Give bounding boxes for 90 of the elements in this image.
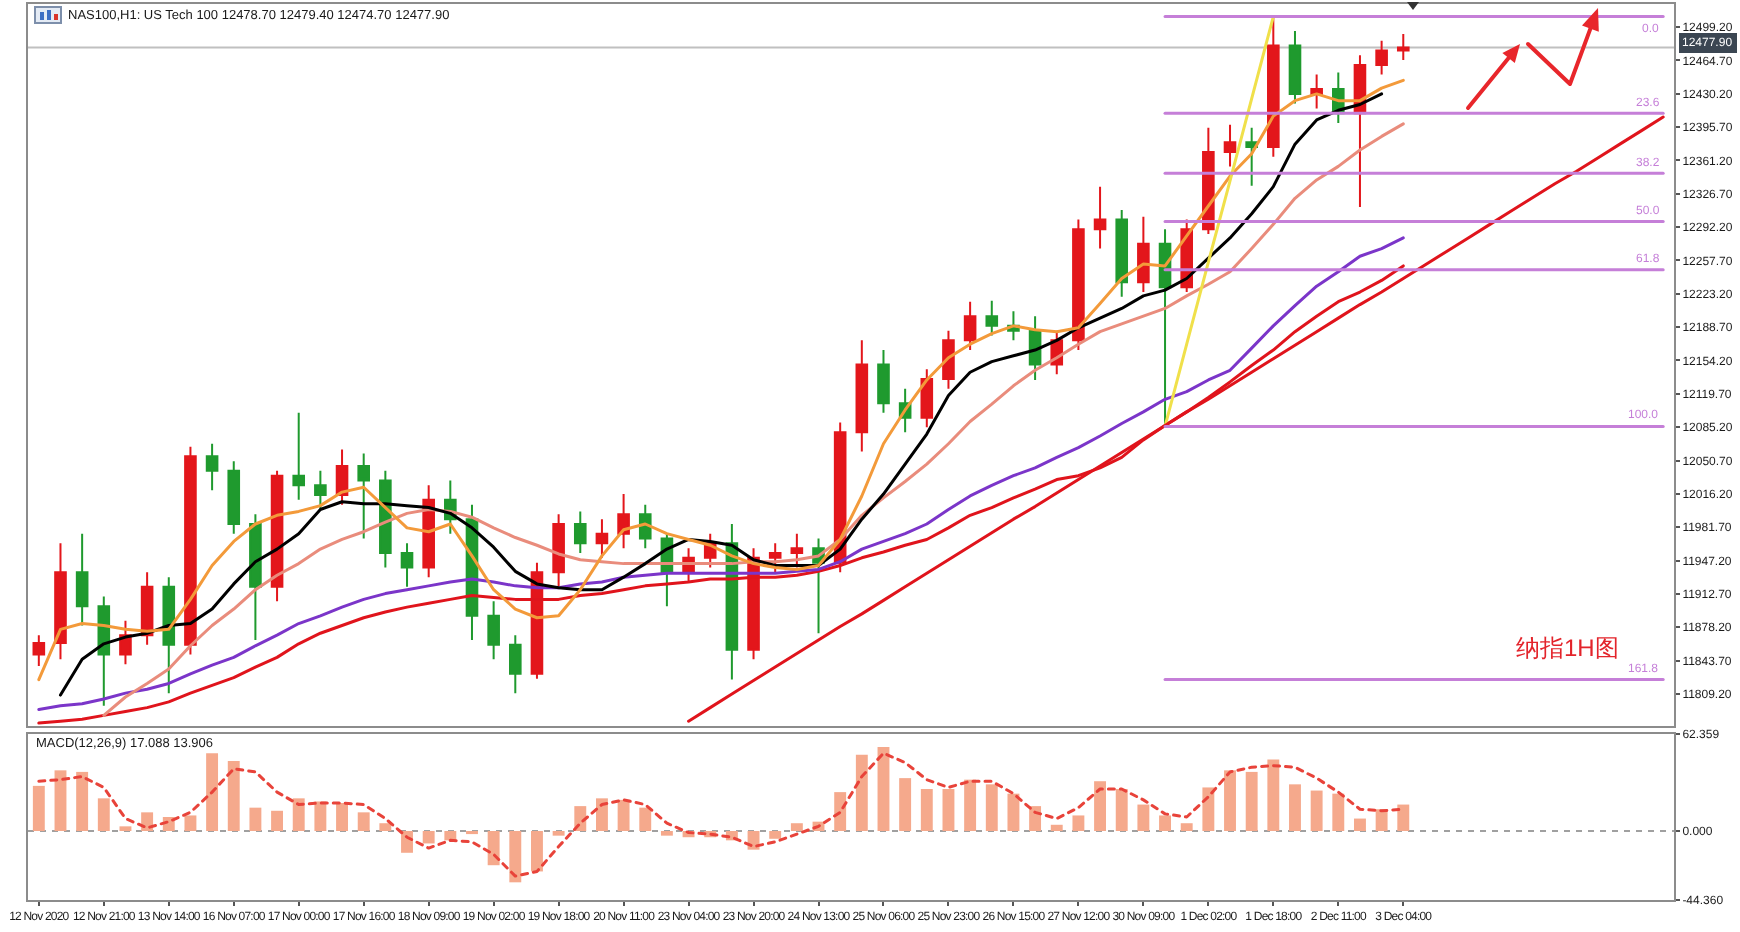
bar [206, 753, 219, 831]
candlestick [552, 513, 565, 588]
bar [1007, 793, 1020, 831]
bar [834, 792, 847, 831]
candlestick [184, 445, 197, 656]
bar [184, 815, 197, 831]
bar [227, 761, 240, 831]
candlestick [292, 411, 306, 501]
candlestick [855, 339, 869, 453]
bar [790, 823, 803, 831]
candlestick [790, 532, 804, 569]
candlestick [1223, 123, 1237, 168]
bar [1202, 787, 1215, 831]
bar [357, 812, 370, 831]
bar [920, 789, 933, 831]
candlestick [97, 595, 111, 707]
line-series [37, 751, 1405, 878]
bar [32, 785, 45, 831]
candlestick [487, 600, 500, 661]
bar [1267, 759, 1280, 831]
bar [769, 831, 782, 839]
candlestick [1137, 215, 1150, 294]
candlestick [227, 460, 241, 535]
bar [509, 831, 522, 883]
candlestick [1245, 126, 1258, 187]
bar [531, 831, 543, 872]
bar [985, 784, 998, 831]
bar [249, 807, 262, 831]
bar [1245, 771, 1258, 831]
bar [314, 801, 327, 831]
bar [487, 831, 500, 866]
bar [1050, 824, 1063, 831]
bar [1072, 815, 1085, 831]
bar [1224, 770, 1236, 831]
bar [639, 807, 652, 831]
candlestick [357, 452, 370, 540]
bar [1180, 823, 1193, 831]
bar [379, 823, 392, 831]
bar [1310, 790, 1323, 831]
candlestick [205, 442, 219, 492]
candlestick [314, 469, 327, 511]
bar [595, 798, 608, 831]
candlestick [32, 634, 46, 668]
bar [444, 831, 457, 841]
bar [1094, 781, 1107, 831]
candlestick [54, 542, 67, 661]
bar [271, 810, 284, 831]
candlestick [249, 513, 262, 641]
candlestick [963, 300, 977, 352]
bar [1354, 818, 1366, 831]
candlestick [75, 532, 89, 627]
bar [1375, 809, 1388, 831]
bar [422, 831, 435, 844]
candlestick [1072, 218, 1085, 352]
bar [97, 798, 110, 831]
candlestick [1093, 185, 1107, 250]
candlestick [1115, 208, 1129, 298]
bar [1159, 815, 1171, 831]
candlestick [1375, 39, 1388, 76]
candlestick [162, 576, 176, 695]
bar [292, 798, 305, 831]
bar [617, 799, 630, 831]
bar [1115, 789, 1128, 831]
bar [855, 754, 868, 831]
bar [899, 778, 912, 831]
bar [1137, 804, 1150, 831]
bar [964, 779, 977, 831]
candlestick [573, 510, 587, 554]
candlestick [1396, 32, 1410, 62]
bar [1289, 784, 1301, 831]
bar [76, 771, 89, 831]
annotation: 纳指1H图 [1516, 634, 1619, 662]
candlestick [509, 634, 522, 695]
bar [54, 770, 67, 831]
bar [1397, 804, 1410, 831]
candlestick [942, 329, 955, 390]
candlestick [920, 368, 934, 429]
candlestick [747, 547, 760, 661]
candlestick [1288, 30, 1302, 105]
line-series [1163, 15, 1275, 428]
candlestick [400, 542, 414, 588]
candlestick [877, 349, 890, 414]
candlestick [595, 518, 609, 559]
bar [942, 789, 955, 831]
bar [336, 803, 348, 831]
candlestick [985, 299, 999, 337]
candlestick [1310, 73, 1323, 110]
candlestick [1158, 228, 1172, 428]
candlestick [768, 542, 782, 574]
bar [1332, 793, 1345, 831]
